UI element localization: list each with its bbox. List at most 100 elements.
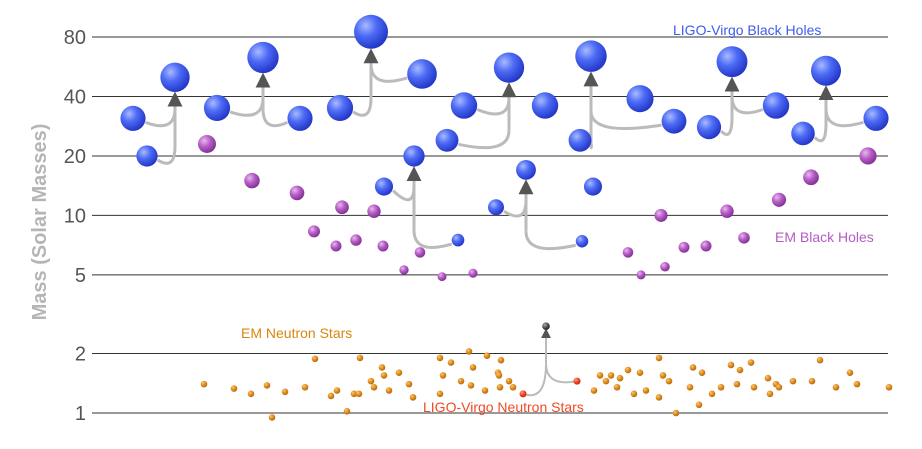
ligo-bh-point-24 <box>696 114 722 140</box>
em-ns-point-21 <box>409 394 417 401</box>
em-bh-point-6 <box>350 234 362 246</box>
em-ns-point-64 <box>764 374 772 382</box>
em-ns-point-61 <box>733 380 741 388</box>
em-ns-point-5 <box>268 414 276 421</box>
ligo-bh-point-9 <box>374 177 394 196</box>
em-ns-point-22 <box>436 354 444 362</box>
em-ns-point-28 <box>469 364 477 371</box>
em-bh-point-12 <box>468 268 478 278</box>
ligo-bh-merger-5-branch-0 <box>503 199 528 218</box>
ligo-bh-point-1 <box>136 145 158 167</box>
em-bh-point-23 <box>859 147 877 165</box>
ligo-bh-merger-4-branch-0 <box>458 130 511 150</box>
em-bh-point-20 <box>738 232 750 244</box>
em-ns-point-1 <box>230 385 238 392</box>
ligo-bh-point-10 <box>403 145 425 167</box>
ligo-bh-point-23 <box>661 108 687 134</box>
ligo-bh-point-25 <box>716 46 748 78</box>
em-ns-point-63 <box>750 383 758 391</box>
em-ns-point-42 <box>624 366 632 374</box>
em-bh-point-11 <box>437 272 447 282</box>
em-ns-point-57 <box>708 390 716 398</box>
em-ns-point-72 <box>846 369 854 376</box>
em-ns-point-16 <box>378 364 386 371</box>
em-ns-point-69 <box>808 377 816 385</box>
em-ns-point-35 <box>497 356 505 364</box>
em-bh-point-1 <box>244 172 260 189</box>
ligo-bh-point-27 <box>791 121 815 146</box>
legend-em-neutron-stars: EM Neutron Stars <box>241 325 352 341</box>
em-ns-point-46 <box>636 369 644 376</box>
em-ns-point-60 <box>736 366 744 374</box>
em-ns-point-25 <box>447 359 455 366</box>
ligo-bh-merger-6-branch-1 <box>589 110 662 131</box>
ligo-bh-merger-4-branch-1 <box>476 97 511 116</box>
ligo-bh-point-6 <box>326 94 354 122</box>
em-ns-point-50 <box>659 372 667 379</box>
ligo-bh-point-16 <box>516 159 536 180</box>
ligo-bh-merger-2-branch-0 <box>352 97 373 117</box>
ligo-bh-point-4 <box>287 105 313 131</box>
ligo-bh-merger-0-branch-0 <box>145 108 177 128</box>
em-bh-point-13 <box>622 247 634 258</box>
em-ns-point-68 <box>789 377 797 385</box>
em-bh-point-4 <box>330 240 342 252</box>
em-bh-point-0 <box>198 134 216 153</box>
em-ns-point-48 <box>642 387 650 394</box>
y-axis-label: Mass (Solar Masses) <box>29 124 51 321</box>
em-bh-point-19 <box>720 204 734 218</box>
ligo-bh-merger-5-branch-1 <box>524 231 577 251</box>
em-ns-point-53 <box>686 383 694 391</box>
em-ns-point-4 <box>281 388 289 396</box>
ligo-bh-point-14 <box>493 52 525 83</box>
ligo-bh-point-7 <box>354 14 388 49</box>
em-ns-point-13 <box>367 377 375 385</box>
ligo-bh-merger-7-branch-1 <box>730 95 764 115</box>
em-ns-point-34 <box>495 372 503 379</box>
em-ns-point-29 <box>467 382 475 389</box>
y-tick-2: 2 <box>75 344 86 366</box>
ligo-ns-merger-branch-1 <box>545 363 578 384</box>
em-ns-point-31 <box>483 352 491 359</box>
ligo-bh-merger-3-branch-1 <box>392 185 416 202</box>
em-ns-point-51 <box>672 409 680 417</box>
em-bh-point-21 <box>771 192 787 207</box>
ligo-bh-point-18 <box>575 235 589 248</box>
em-bh-point-5 <box>335 200 349 215</box>
em-ns-point-52 <box>665 377 673 385</box>
em-ns-point-40 <box>602 377 610 385</box>
em-ns-point-11 <box>343 408 351 415</box>
ligo-bh-point-13 <box>450 92 478 119</box>
em-ns-point-45 <box>630 390 638 398</box>
em-ns-point-59 <box>727 361 735 369</box>
gridlines <box>92 36 888 414</box>
em-ns-point-71 <box>832 383 840 391</box>
ligo-ns-point-0 <box>519 390 527 398</box>
em-ns-point-15 <box>380 372 388 379</box>
em-ns-point-27 <box>465 348 473 355</box>
em-ns-point-9 <box>350 390 358 398</box>
em-ns-point-67 <box>775 383 783 391</box>
em-bh-point-2 <box>289 185 305 201</box>
ligo-bh-point-26 <box>762 92 790 119</box>
em-bh-point-16 <box>660 261 670 272</box>
ligo-bh-point-0 <box>120 105 146 131</box>
em-ns-point-8 <box>311 355 319 363</box>
em-bh-point-7 <box>367 204 381 218</box>
em-bh-point-18 <box>700 240 712 252</box>
ligo-ns-point-1 <box>573 377 581 385</box>
em-ns-point-49 <box>655 394 663 401</box>
em-ns-point-70 <box>816 356 824 364</box>
em-ns-point-14 <box>355 390 363 398</box>
em-ns-point-18 <box>385 387 393 394</box>
ligo-bh-point-2 <box>160 62 190 92</box>
em-bh-point-22 <box>803 169 819 186</box>
em-ns-point-44 <box>616 374 624 382</box>
em-bh-point-17 <box>678 241 690 253</box>
ligo-bh-point-20 <box>583 177 603 196</box>
ligo-bh-merger-1-branch-1 <box>261 108 289 128</box>
ligo-ns-merger-branch-0 <box>522 363 547 397</box>
ligo-bh-point-17 <box>531 92 559 119</box>
ligo-bh-point-5 <box>247 41 279 74</box>
em-bh-point-8 <box>377 240 389 252</box>
